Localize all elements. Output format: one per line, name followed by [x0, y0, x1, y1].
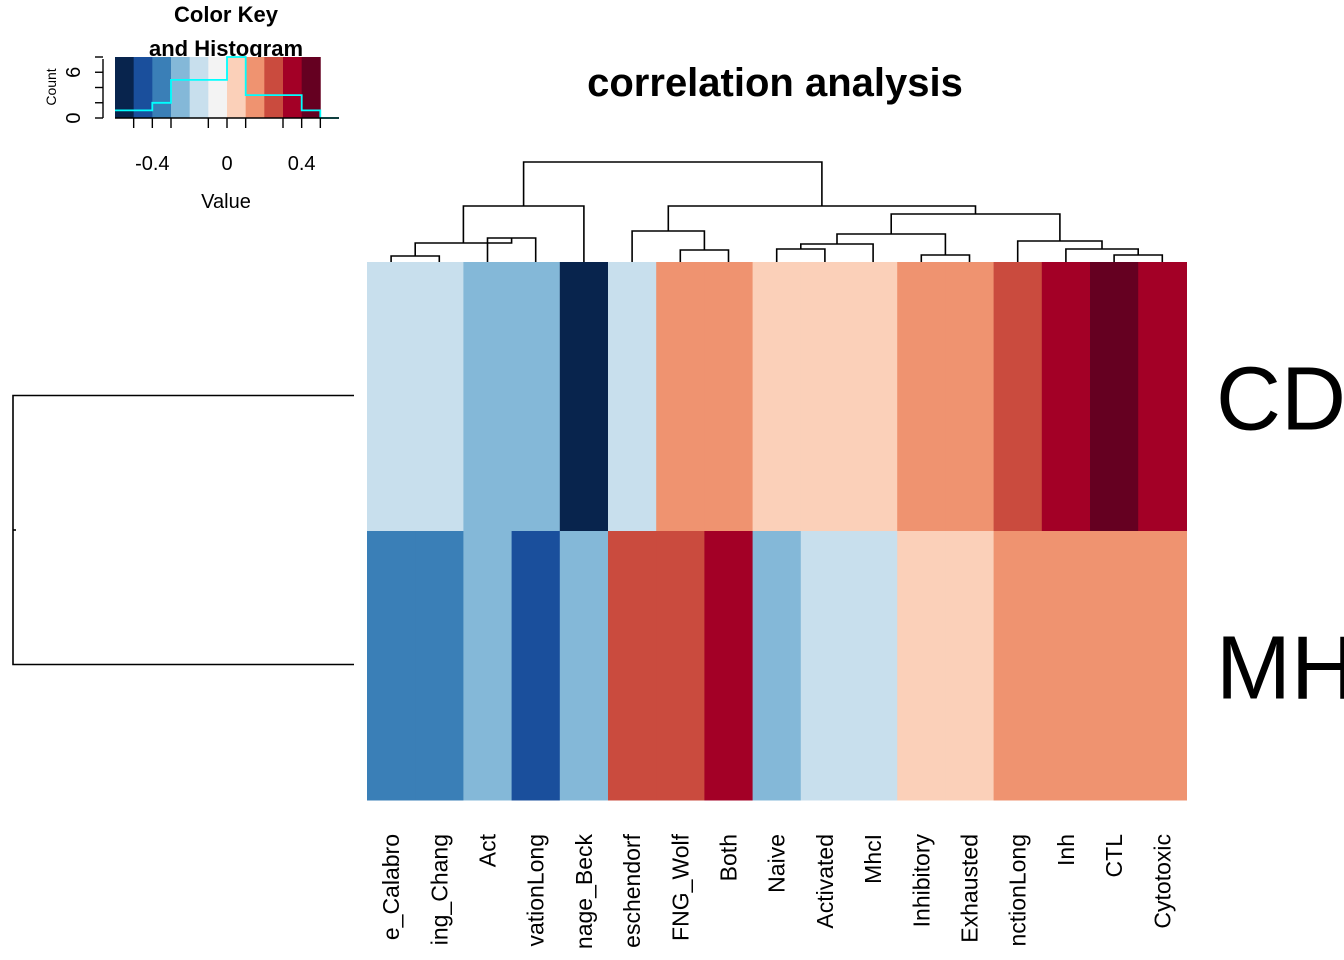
heatmap-cell	[463, 262, 513, 532]
color-key-title-line2: and Histogram	[149, 36, 303, 61]
color-key-x-tick-label: -0.4	[135, 153, 169, 175]
dendrogram-branch	[522, 161, 823, 206]
heatmap-cell	[1138, 531, 1187, 801]
column-label: Inh	[1053, 834, 1079, 866]
color-key-band	[208, 57, 228, 118]
color-key-band	[264, 57, 284, 118]
column-label: nage_Beck	[571, 834, 597, 950]
column-label: FNG_Wolf	[667, 833, 693, 941]
color-key-band	[133, 57, 153, 118]
color-key-axes: -0.4 0 0.4 0 6	[63, 56, 339, 175]
heatmap-cell	[704, 262, 754, 532]
heatmap-cell	[752, 531, 802, 801]
color-key-band	[171, 57, 191, 118]
heatmap-cell	[559, 531, 609, 801]
heatmap-cell	[511, 531, 561, 801]
heatmap-cell	[849, 262, 898, 532]
column-label: eschendorf	[619, 833, 645, 947]
dendrogram-branch	[890, 213, 1061, 241]
column-label: Cytotoxic	[1149, 834, 1175, 929]
column-label: Both	[716, 834, 742, 881]
row-dendrogram-branch	[12, 394, 354, 666]
heatmap-cell	[656, 262, 705, 532]
heatmap-cell	[463, 531, 513, 801]
heatmap-cell	[704, 531, 754, 801]
heatmap-cell	[849, 531, 898, 801]
heatmap-cell	[367, 531, 416, 801]
column-label: Naive	[764, 834, 790, 893]
column-label: nctionLong	[1005, 834, 1031, 947]
heatmap-cell	[511, 262, 561, 532]
heatmap-cell	[1041, 262, 1091, 532]
heatmap-cell	[367, 262, 416, 532]
color-key-x-tick-label: 0.4	[288, 153, 316, 175]
color-key-band	[283, 57, 303, 118]
dendrogram-branch	[775, 248, 826, 262]
heatmap-cell	[993, 262, 1043, 532]
color-key-band	[245, 57, 265, 118]
column-label: Act	[475, 833, 501, 867]
heatmap-cell	[752, 262, 802, 532]
color-key-x-tick-label: 0	[221, 153, 232, 175]
column-label: vationLong	[523, 834, 549, 947]
heatmap-cell	[897, 262, 946, 532]
dendrogram-branch	[631, 230, 706, 262]
column-label: MhcI	[860, 834, 886, 884]
heatmap-cell	[800, 262, 850, 532]
color-key-band	[301, 57, 321, 118]
heatmap-cell	[415, 531, 464, 801]
color-key-ylabel: Count	[43, 68, 59, 105]
dendrogram-branch	[390, 255, 441, 262]
heatmap-cell	[1041, 531, 1091, 801]
heatmap-cell	[993, 531, 1043, 801]
color-key-xlabel: Value	[201, 191, 251, 213]
column-dendrogram	[390, 161, 1164, 262]
heatmap-cell	[897, 531, 946, 801]
color-key-band	[152, 57, 172, 118]
color-key-title-line1: Color Key	[174, 2, 279, 27]
dendrogram-branch	[679, 249, 730, 262]
color-key-band	[189, 57, 209, 118]
dendrogram-branch	[920, 254, 971, 262]
chart-title: correlation analysis	[587, 61, 963, 105]
heatmap-cell	[800, 531, 850, 801]
row-label: CD	[1216, 350, 1344, 450]
heatmap-cell	[1090, 262, 1139, 532]
heatmap-cell	[608, 531, 657, 801]
heatmap-cell	[656, 531, 705, 801]
heatmap-cell	[945, 262, 995, 532]
heatmap-cell	[945, 531, 995, 801]
color-key-y-tick-label: 0	[63, 112, 85, 123]
column-label: e_Calabro	[378, 834, 404, 940]
dendrogram-branch	[800, 243, 874, 262]
heatmap-cell	[1138, 262, 1187, 532]
dendrogram-branch	[462, 205, 585, 262]
heatmap-cells	[367, 262, 1187, 801]
column-labels: e_Calabro ing_Chang Act vationLong nage_Beck…	[378, 833, 1175, 949]
histogram-line	[115, 56, 339, 119]
dendrogram-branch	[1113, 254, 1164, 262]
color-key-band	[227, 57, 247, 118]
column-label: CTL	[1101, 834, 1127, 878]
heatmap-cell	[608, 262, 657, 532]
color-key-bands	[115, 57, 321, 118]
color-key-y-tick-label: 6	[63, 67, 85, 78]
row-label: MH	[1216, 619, 1344, 719]
color-key-histogram	[115, 56, 339, 119]
row-labels: CD MH	[1216, 350, 1344, 719]
column-label: Inhibitory	[908, 834, 934, 928]
dendrogram-branch	[667, 205, 977, 231]
column-label: Activated	[812, 834, 838, 929]
heatmap-cell	[415, 262, 464, 532]
column-label: Exhausted	[957, 834, 983, 943]
dendrogram-branch	[1016, 240, 1103, 262]
row-dendrogram	[12, 394, 354, 666]
color-key-band	[115, 57, 135, 118]
heatmap-cell	[1090, 531, 1139, 801]
heatmap-cell	[559, 262, 609, 532]
column-label: ing_Chang	[426, 834, 452, 945]
